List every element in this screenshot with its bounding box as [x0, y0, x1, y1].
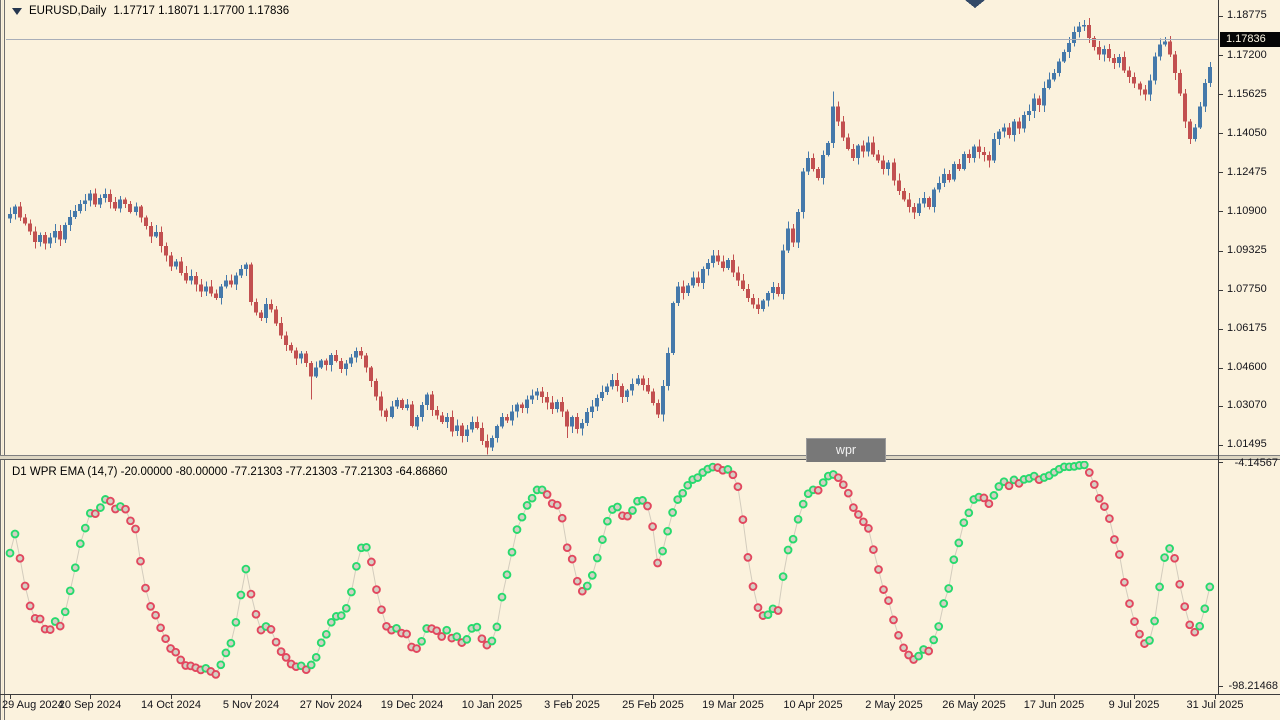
- indicator-axis-bottom-label: -98.21468: [1228, 680, 1278, 692]
- time-axis-label: 31 Jul 2025: [1186, 699, 1244, 711]
- time-axis-tick: [492, 695, 493, 699]
- price-axis-tick: [1219, 211, 1223, 212]
- indicator-axis-tick: [1219, 462, 1223, 463]
- time-axis-label: 5 Nov 2024: [222, 699, 280, 711]
- time-axis-label: 10 Jan 2025: [461, 699, 523, 711]
- time-axis-label: 2 May 2025: [865, 699, 923, 711]
- window-left-border-highlight: [2, 0, 3, 720]
- window-left-border-inner: [4, 0, 5, 720]
- price-axis-label: 1.04600: [1227, 361, 1267, 374]
- price-axis-tick: [1219, 290, 1223, 291]
- time-axis-tick: [10, 695, 11, 699]
- price-axis-label: 1.12475: [1227, 165, 1267, 178]
- price-axis-label: 1.06175: [1227, 322, 1267, 335]
- indicator-values-header: D1 WPR EMA (14,7) -20.00000 -80.00000 -7…: [12, 466, 448, 478]
- time-axis-tick: [412, 695, 413, 699]
- price-axis-tick: [1219, 251, 1223, 252]
- chart-ohlc-header: EURUSD,Daily 1.17717 1.18071 1.17700 1.1…: [12, 5, 289, 17]
- price-axis-label: 1.07750: [1227, 283, 1267, 296]
- time-axis-tick: [813, 695, 814, 699]
- current-price-label: 1.17836: [1220, 31, 1280, 47]
- time-axis-tick: [733, 695, 734, 699]
- wpr-connector-line: [9, 464, 1211, 676]
- wpr-dot-series: [5, 461, 1215, 679]
- time-axis-tick: [251, 695, 252, 699]
- time-axis-tick: [90, 695, 91, 699]
- price-axis-tick: [1219, 368, 1223, 369]
- time-axis-tick: [894, 695, 895, 699]
- panel-splitter-top[interactable]: [0, 455, 1280, 456]
- time-axis-tick: [1134, 695, 1135, 699]
- indicator-axis-top-label: -4.14567: [1234, 457, 1278, 469]
- window-left-border: [0, 0, 1, 720]
- time-axis-tick: [653, 695, 654, 699]
- time-axis-label: 19 Dec 2024: [380, 699, 444, 711]
- time-axis-label: 17 Jun 2025: [1023, 699, 1085, 711]
- ohlc-values-label: 1.17717 1.18071 1.17700 1.17836: [113, 5, 290, 17]
- candlestick-chart[interactable]: [0, 0, 1218, 455]
- symbol-timeframe-label: EURUSD,Daily: [29, 5, 107, 17]
- time-axis-label: 14 Oct 2024: [141, 699, 201, 711]
- price-axis-label: 1.18775: [1227, 9, 1267, 22]
- panel-splitter[interactable]: [0, 456, 1280, 459]
- time-axis-tick: [1215, 695, 1216, 699]
- time-axis-label: 27 Nov 2024: [299, 699, 363, 711]
- price-axis-label: 1.17200: [1227, 48, 1267, 61]
- time-axis-label: 3 Feb 2025: [544, 699, 600, 711]
- price-axis-border: [1218, 0, 1219, 694]
- time-axis-label: 10 Apr 2025: [783, 699, 843, 711]
- price-axis-tick: [1219, 16, 1223, 17]
- price-axis-label: 1.10900: [1227, 204, 1267, 217]
- time-axis-tick: [331, 695, 332, 699]
- price-axis-label: 1.01495: [1227, 438, 1267, 451]
- time-axis-label: 19 Mar 2025: [702, 699, 764, 711]
- price-axis-tick: [1219, 133, 1223, 134]
- time-axis-label: 29 Aug 2024: [2, 699, 64, 711]
- time-axis-label: 9 Jul 2025: [1108, 699, 1160, 711]
- arrow-down-marker-icon[interactable]: [965, 0, 985, 8]
- wpr-indicator-button[interactable]: wpr: [806, 438, 886, 462]
- time-axis-label: 25 Feb 2025: [622, 699, 684, 711]
- time-axis-border: [0, 694, 1280, 695]
- price-axis-label: 1.09325: [1227, 244, 1267, 257]
- price-axis-tick: [1219, 445, 1223, 446]
- time-axis-label: 20 Sep 2024: [58, 699, 122, 711]
- price-axis-label: 1.15625: [1227, 87, 1267, 100]
- price-axis-label: 1.03070: [1227, 399, 1267, 412]
- time-axis-tick: [572, 695, 573, 699]
- indicator-axis-tick: [1219, 686, 1223, 687]
- time-axis-tick: [974, 695, 975, 699]
- symbol-dropdown-triangle-icon: [12, 7, 22, 15]
- candlestick-layer: [8, 17, 1212, 455]
- price-axis-tick: [1219, 94, 1223, 95]
- panel-splitter-bottom[interactable]: [0, 459, 1280, 460]
- price-axis-tick: [1219, 329, 1223, 330]
- time-axis-tick: [1054, 695, 1055, 699]
- price-axis-tick: [1219, 172, 1223, 173]
- time-axis-label: 26 May 2025: [942, 699, 1006, 711]
- time-axis-tick: [171, 695, 172, 699]
- wpr-chart[interactable]: [0, 461, 1218, 694]
- price-axis-tick: [1219, 55, 1223, 56]
- price-axis-tick: [1219, 406, 1223, 407]
- price-axis-label: 1.14050: [1227, 126, 1267, 139]
